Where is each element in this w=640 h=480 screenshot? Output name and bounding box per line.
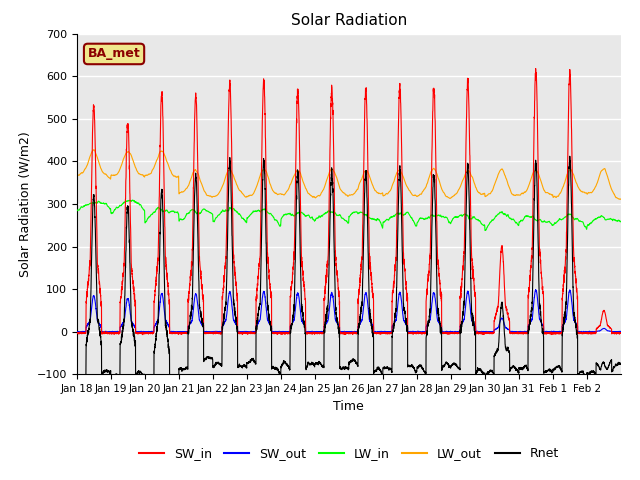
X-axis label: Time: Time — [333, 400, 364, 413]
Y-axis label: Solar Radiation (W/m2): Solar Radiation (W/m2) — [18, 131, 31, 277]
Legend: SW_in, SW_out, LW_in, LW_out, Rnet: SW_in, SW_out, LW_in, LW_out, Rnet — [134, 442, 564, 465]
Text: BA_met: BA_met — [88, 48, 140, 60]
Title: Solar Radiation: Solar Radiation — [291, 13, 407, 28]
